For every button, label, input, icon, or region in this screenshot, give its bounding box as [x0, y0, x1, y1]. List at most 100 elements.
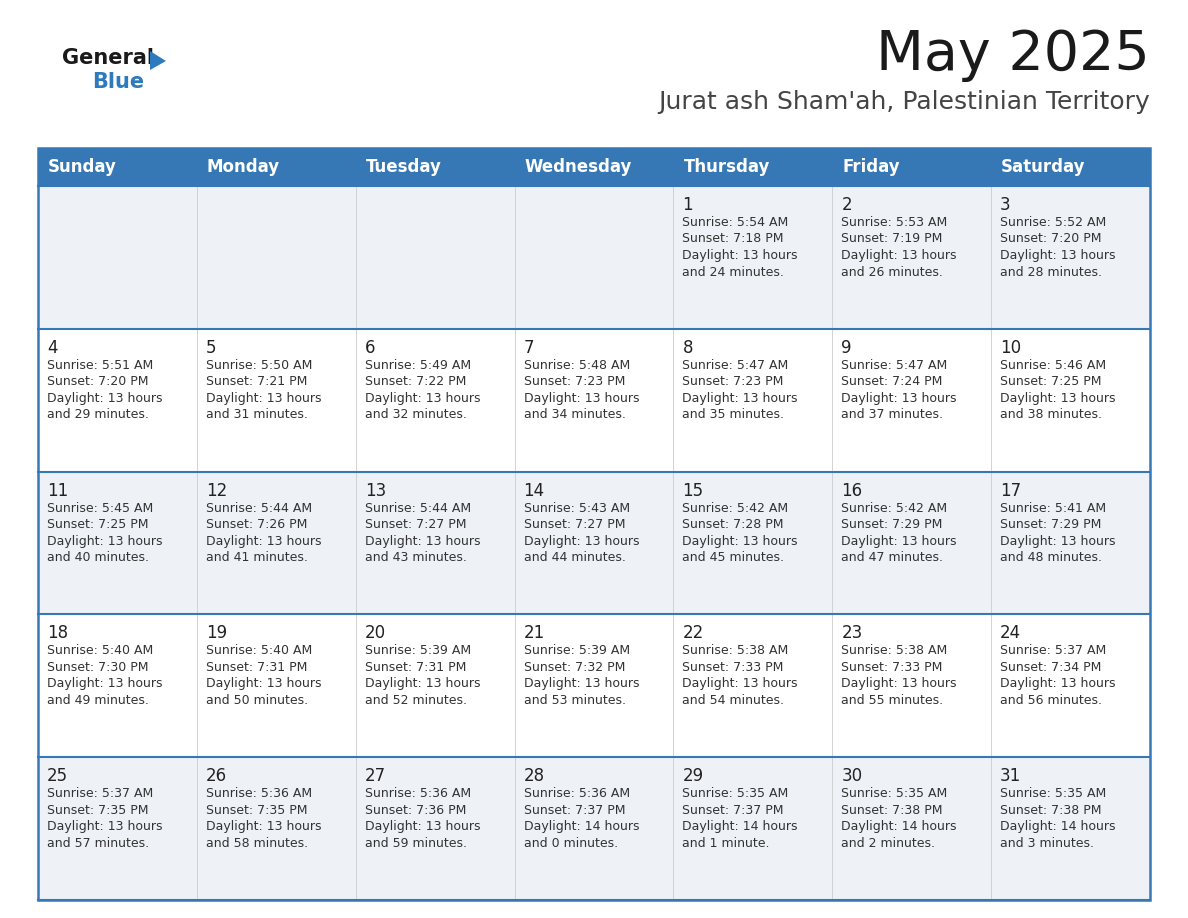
Text: 21: 21 — [524, 624, 545, 643]
Text: 12: 12 — [206, 482, 227, 499]
Text: Sunset: 7:31 PM: Sunset: 7:31 PM — [365, 661, 466, 674]
Text: and 0 minutes.: and 0 minutes. — [524, 836, 618, 850]
Text: Daylight: 13 hours: Daylight: 13 hours — [48, 392, 163, 405]
Text: 26: 26 — [206, 767, 227, 785]
Text: Sunset: 7:37 PM: Sunset: 7:37 PM — [682, 803, 784, 817]
Text: Sunrise: 5:42 AM: Sunrise: 5:42 AM — [841, 501, 947, 515]
Text: 31: 31 — [1000, 767, 1022, 785]
Text: Jurat ash Sham'ah, Palestinian Territory: Jurat ash Sham'ah, Palestinian Territory — [658, 90, 1150, 114]
Text: Sunset: 7:33 PM: Sunset: 7:33 PM — [841, 661, 942, 674]
Text: Sunrise: 5:39 AM: Sunrise: 5:39 AM — [524, 644, 630, 657]
Text: and 35 minutes.: and 35 minutes. — [682, 409, 784, 421]
Text: and 56 minutes.: and 56 minutes. — [1000, 694, 1102, 707]
Text: Friday: Friday — [842, 158, 901, 176]
Text: Sunset: 7:23 PM: Sunset: 7:23 PM — [524, 375, 625, 388]
Text: Sunrise: 5:38 AM: Sunrise: 5:38 AM — [841, 644, 948, 657]
Text: and 41 minutes.: and 41 minutes. — [206, 551, 308, 564]
Text: Sunset: 7:28 PM: Sunset: 7:28 PM — [682, 518, 784, 532]
Text: 10: 10 — [1000, 339, 1022, 357]
Text: Sunrise: 5:54 AM: Sunrise: 5:54 AM — [682, 216, 789, 229]
Text: and 54 minutes.: and 54 minutes. — [682, 694, 784, 707]
Text: Sunrise: 5:44 AM: Sunrise: 5:44 AM — [206, 501, 312, 515]
Text: Sunrise: 5:39 AM: Sunrise: 5:39 AM — [365, 644, 470, 657]
Text: Sunrise: 5:44 AM: Sunrise: 5:44 AM — [365, 501, 470, 515]
Text: Sunrise: 5:46 AM: Sunrise: 5:46 AM — [1000, 359, 1106, 372]
Text: Daylight: 13 hours: Daylight: 13 hours — [1000, 677, 1116, 690]
Text: Thursday: Thursday — [683, 158, 770, 176]
Text: 27: 27 — [365, 767, 386, 785]
Text: Daylight: 13 hours: Daylight: 13 hours — [841, 677, 956, 690]
Text: Sunrise: 5:51 AM: Sunrise: 5:51 AM — [48, 359, 153, 372]
Text: Sunrise: 5:40 AM: Sunrise: 5:40 AM — [48, 644, 153, 657]
Text: Daylight: 13 hours: Daylight: 13 hours — [365, 392, 480, 405]
Text: and 29 minutes.: and 29 minutes. — [48, 409, 148, 421]
Text: 8: 8 — [682, 339, 693, 357]
Text: Sunset: 7:25 PM: Sunset: 7:25 PM — [48, 518, 148, 532]
Text: Sunrise: 5:38 AM: Sunrise: 5:38 AM — [682, 644, 789, 657]
Text: and 44 minutes.: and 44 minutes. — [524, 551, 625, 564]
Text: and 58 minutes.: and 58 minutes. — [206, 836, 308, 850]
Text: and 49 minutes.: and 49 minutes. — [48, 694, 148, 707]
Text: Daylight: 13 hours: Daylight: 13 hours — [1000, 534, 1116, 548]
Text: 1: 1 — [682, 196, 693, 214]
Text: Daylight: 13 hours: Daylight: 13 hours — [682, 392, 798, 405]
Text: 28: 28 — [524, 767, 544, 785]
Text: Daylight: 14 hours: Daylight: 14 hours — [841, 820, 956, 834]
Text: Sunset: 7:38 PM: Sunset: 7:38 PM — [841, 803, 943, 817]
Text: Daylight: 13 hours: Daylight: 13 hours — [48, 677, 163, 690]
Text: and 50 minutes.: and 50 minutes. — [206, 694, 308, 707]
Text: 24: 24 — [1000, 624, 1022, 643]
Text: Daylight: 13 hours: Daylight: 13 hours — [524, 392, 639, 405]
Text: Daylight: 13 hours: Daylight: 13 hours — [1000, 249, 1116, 262]
Text: 16: 16 — [841, 482, 862, 499]
Text: Sunset: 7:29 PM: Sunset: 7:29 PM — [1000, 518, 1101, 532]
Text: Daylight: 13 hours: Daylight: 13 hours — [841, 392, 956, 405]
Text: Sunset: 7:36 PM: Sunset: 7:36 PM — [365, 803, 466, 817]
Text: 19: 19 — [206, 624, 227, 643]
Text: Sunset: 7:35 PM: Sunset: 7:35 PM — [206, 803, 308, 817]
Text: Sunrise: 5:40 AM: Sunrise: 5:40 AM — [206, 644, 312, 657]
Text: Sunset: 7:26 PM: Sunset: 7:26 PM — [206, 518, 308, 532]
Text: Sunrise: 5:36 AM: Sunrise: 5:36 AM — [365, 788, 470, 800]
Text: and 32 minutes.: and 32 minutes. — [365, 409, 467, 421]
Text: Sunset: 7:23 PM: Sunset: 7:23 PM — [682, 375, 784, 388]
Text: Sunset: 7:34 PM: Sunset: 7:34 PM — [1000, 661, 1101, 674]
Text: Sunrise: 5:47 AM: Sunrise: 5:47 AM — [841, 359, 948, 372]
Text: Sunrise: 5:48 AM: Sunrise: 5:48 AM — [524, 359, 630, 372]
Text: Daylight: 13 hours: Daylight: 13 hours — [48, 534, 163, 548]
Bar — [38, 329, 1150, 472]
Bar — [38, 148, 1150, 186]
Text: Daylight: 13 hours: Daylight: 13 hours — [206, 392, 322, 405]
Text: Sunset: 7:29 PM: Sunset: 7:29 PM — [841, 518, 942, 532]
Text: Sunset: 7:38 PM: Sunset: 7:38 PM — [1000, 803, 1101, 817]
Text: and 37 minutes.: and 37 minutes. — [841, 409, 943, 421]
Text: 14: 14 — [524, 482, 544, 499]
Text: Sunset: 7:18 PM: Sunset: 7:18 PM — [682, 232, 784, 245]
Text: Sunrise: 5:43 AM: Sunrise: 5:43 AM — [524, 501, 630, 515]
Text: 13: 13 — [365, 482, 386, 499]
Bar — [38, 186, 1150, 329]
Text: and 40 minutes.: and 40 minutes. — [48, 551, 148, 564]
Text: Blue: Blue — [91, 72, 144, 92]
Text: 5: 5 — [206, 339, 216, 357]
Text: Daylight: 13 hours: Daylight: 13 hours — [841, 249, 956, 262]
Text: 2: 2 — [841, 196, 852, 214]
Text: 25: 25 — [48, 767, 68, 785]
Text: Sunset: 7:19 PM: Sunset: 7:19 PM — [841, 232, 942, 245]
Bar — [38, 757, 1150, 900]
Text: and 28 minutes.: and 28 minutes. — [1000, 265, 1102, 278]
Text: 18: 18 — [48, 624, 68, 643]
Text: Sunset: 7:33 PM: Sunset: 7:33 PM — [682, 661, 784, 674]
Text: and 57 minutes.: and 57 minutes. — [48, 836, 150, 850]
Text: Sunrise: 5:35 AM: Sunrise: 5:35 AM — [682, 788, 789, 800]
Text: 7: 7 — [524, 339, 535, 357]
Text: and 31 minutes.: and 31 minutes. — [206, 409, 308, 421]
Bar — [38, 472, 1150, 614]
Text: Daylight: 13 hours: Daylight: 13 hours — [206, 677, 322, 690]
Text: and 52 minutes.: and 52 minutes. — [365, 694, 467, 707]
Text: and 2 minutes.: and 2 minutes. — [841, 836, 935, 850]
Text: and 48 minutes.: and 48 minutes. — [1000, 551, 1102, 564]
Text: Daylight: 14 hours: Daylight: 14 hours — [524, 820, 639, 834]
Text: Sunday: Sunday — [48, 158, 116, 176]
Text: Sunset: 7:20 PM: Sunset: 7:20 PM — [48, 375, 148, 388]
